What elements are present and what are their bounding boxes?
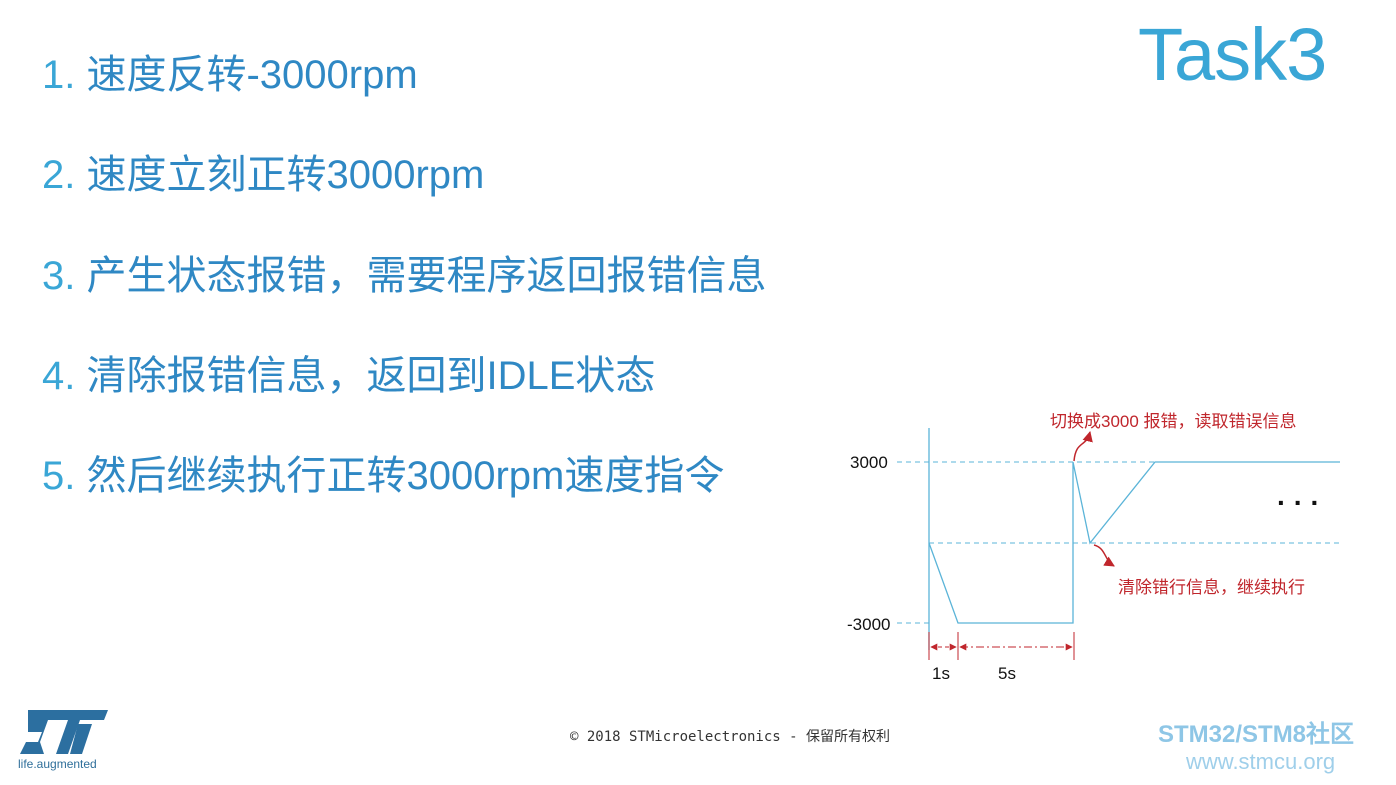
annotation-arrow-top <box>1073 430 1093 462</box>
annotation-arrow-bottom <box>1093 544 1115 567</box>
duration-label-1s: 1s <box>932 664 950 683</box>
list-item: 2. 速度立刻正转3000rpm <box>42 153 485 197</box>
watermark-title: STM32/STM8社区 <box>1158 721 1355 748</box>
slide-title: Task3 <box>1138 13 1327 96</box>
list-item: 5. 然后继续执行正转3000rpm速度指令 <box>42 454 725 498</box>
copyright: © 2018 STMicroelectronics - 保留所有权利 <box>570 729 891 745</box>
y-label-neg3000: -3000 <box>847 615 891 634</box>
annotation-clear-error: 清除错行信息，继续执行 <box>1118 578 1305 597</box>
list-item: 3. 产生状态报错，需要程序返回报错信息 <box>42 254 767 298</box>
y-label-3000: 3000 <box>850 453 888 472</box>
logo-tagline: life.augmented <box>18 757 97 771</box>
speed-waveform <box>928 461 1340 624</box>
ellipsis: ... <box>1277 480 1328 511</box>
duration-label-5s: 5s <box>998 664 1016 683</box>
annotation-switch-error: 切换成3000 报错，读取错误信息 <box>1050 412 1297 431</box>
watermark-url: www.stmcu.org <box>1186 749 1336 774</box>
list-item: 4. 清除报错信息，返回到IDLE状态 <box>42 354 656 398</box>
st-logo <box>18 708 110 761</box>
list-item: 1. 速度反转-3000rpm <box>42 53 418 97</box>
